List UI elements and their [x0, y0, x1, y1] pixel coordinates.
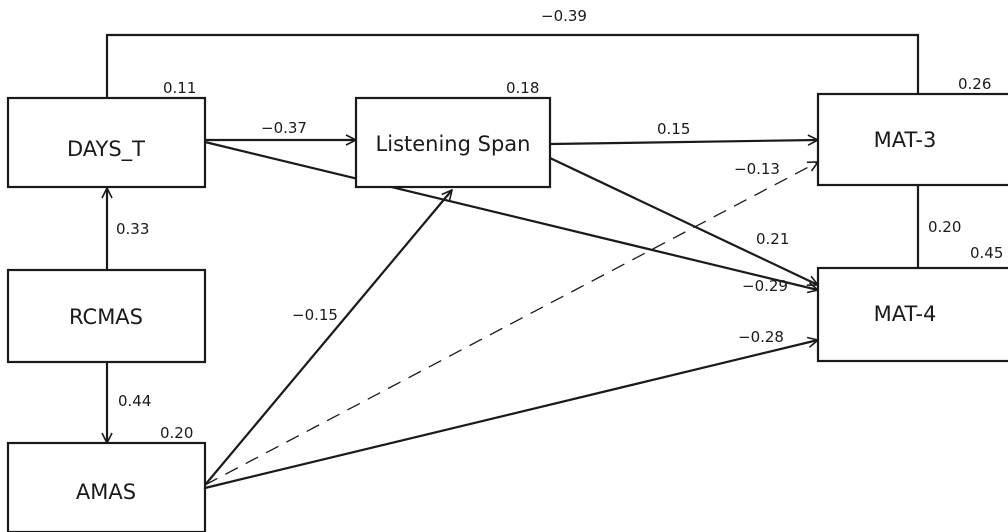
node-listening-span: Listening Span	[354, 96, 552, 189]
edge-amas-mat3	[204, 162, 818, 486]
edge-days-mat3	[105, 33, 920, 98]
node-days-t: DAYS_T	[6, 96, 207, 189]
coef-listening-mat3: 0.15	[657, 120, 690, 138]
coef-listening-mat4: 0.21	[756, 230, 789, 248]
coef-rcmas-amas: 0.44	[118, 392, 151, 410]
node-rcmas-label: RCMAS	[69, 305, 143, 329]
r2-days-t: 0.11	[163, 79, 196, 97]
edge-amas-mat4	[204, 340, 818, 490]
node-mat4-label: MAT-4	[874, 302, 937, 326]
r2-mat3: 0.26	[958, 75, 991, 93]
coef-days-mat3: −0.39	[541, 7, 587, 25]
node-rcmas: RCMAS	[6, 268, 207, 364]
coef-amas-listening: −0.15	[292, 306, 338, 324]
coef-days-mat4: −0.29	[742, 277, 788, 295]
r2-listening-span: 0.18	[506, 79, 539, 97]
edge-days-mat4	[204, 140, 818, 290]
node-listening-span-label: Listening Span	[376, 132, 531, 156]
coef-amas-mat4: −0.28	[738, 328, 784, 346]
coef-mat3-mat4: 0.20	[928, 218, 961, 236]
node-amas-label: AMAS	[76, 480, 136, 504]
node-days-t-label: DAYS_T	[67, 137, 145, 162]
node-mat3: MAT-3	[816, 92, 1008, 187]
r2-mat4: 0.45	[970, 244, 1003, 262]
node-amas: AMAS	[6, 441, 207, 532]
edge-listening-mat3	[549, 140, 818, 144]
node-mat4: MAT-4	[816, 266, 1008, 363]
r2-amas: 0.20	[160, 424, 193, 442]
coef-amas-mat3: −0.13	[734, 160, 780, 178]
node-mat3-label: MAT-3	[874, 128, 937, 152]
coef-rcmas-days: 0.33	[116, 220, 149, 238]
edge-amas-listening	[204, 190, 452, 486]
coef-days-listening: −0.37	[261, 119, 307, 137]
edge-listening-mat4	[549, 157, 818, 285]
